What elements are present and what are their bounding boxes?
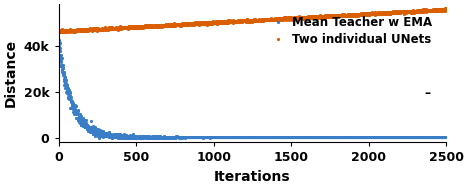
Two individual UNets [402,11,408,14]
Mean Teacher w EMA [388,136,393,138]
Mean Teacher w EMA [272,136,278,138]
Two individual UNets [443,7,449,9]
Mean Teacher w EMA [56,41,61,43]
Mean Teacher w EMA [56,39,62,42]
Line: Mean Teacher w EMA: Mean Teacher w EMA [58,39,447,139]
Two individual UNets [206,22,212,24]
Line: Two individual UNets: Two individual UNets [58,6,447,34]
Legend: Mean Teacher w EMA, Two individual UNets: Mean Teacher w EMA, Two individual UNets [261,11,437,50]
Two individual UNets [272,17,278,20]
Mean Teacher w EMA [444,136,449,138]
Mean Teacher w EMA [372,136,378,138]
Two individual UNets [388,13,393,15]
Text: –: – [424,87,431,100]
Two individual UNets [58,31,64,34]
Two individual UNets [372,12,377,14]
Y-axis label: Distance: Distance [4,39,18,107]
Mean Teacher w EMA [96,136,102,139]
Mean Teacher w EMA [402,136,408,138]
Two individual UNets [56,30,61,32]
Mean Teacher w EMA [206,136,212,138]
Mean Teacher w EMA [64,89,70,91]
X-axis label: Iterations: Iterations [214,170,291,184]
Two individual UNets [444,9,449,11]
Two individual UNets [64,29,70,31]
